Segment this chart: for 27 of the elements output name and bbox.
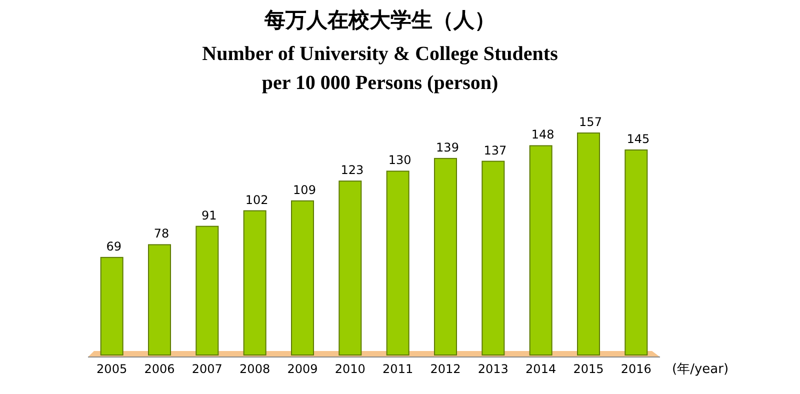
data-label: 91: [202, 208, 217, 222]
data-label: 130: [388, 153, 412, 168]
data-label: 109: [293, 182, 316, 197]
x-axis-title: (年/year): [672, 362, 729, 377]
x-tick-label: 2005: [96, 362, 128, 376]
x-tick-label: 2009: [287, 362, 318, 376]
x-tick-label: 2012: [430, 362, 461, 376]
chart-title: 每万人在校大学生（人）: [264, 8, 496, 32]
data-label: 69: [106, 239, 122, 254]
x-tick-label: 2016: [620, 362, 652, 376]
data-label: 137: [484, 143, 507, 158]
data-label: 123: [340, 163, 364, 178]
x-tick-label: 2006: [144, 362, 175, 376]
x-tick-label: 2008: [240, 362, 270, 376]
data-label: 139: [436, 140, 459, 154]
x-tick-label: 2015: [573, 362, 604, 376]
x-tick-label: 2011: [382, 362, 414, 376]
data-label: 157: [579, 115, 602, 129]
data-label: 148: [531, 128, 554, 142]
data-label: 78: [154, 226, 170, 241]
x-tick-label: 2007: [192, 362, 222, 376]
x-tick-label: 2010: [334, 362, 366, 376]
data-label: 145: [626, 132, 650, 146]
chart-subtitle: Number of University & College Students per 10 000 Persons (person): [202, 43, 558, 94]
x-tick-label: 2014: [526, 362, 556, 376]
data-label: 102: [245, 192, 268, 207]
x-tick-label: 2013: [478, 362, 508, 376]
